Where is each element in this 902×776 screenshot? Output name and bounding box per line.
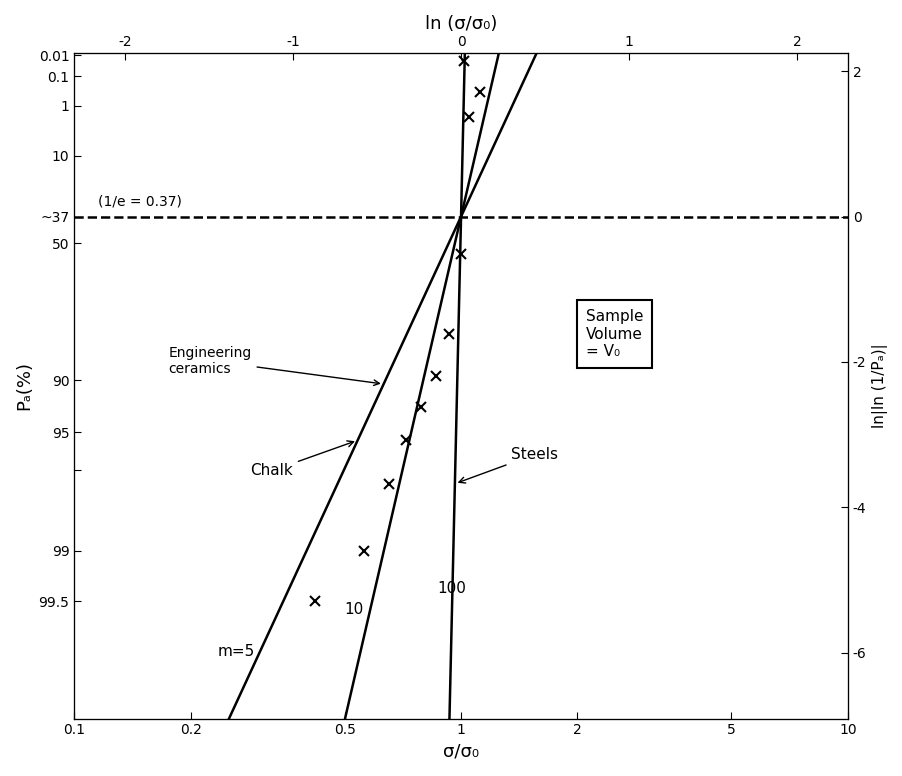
Text: 100: 100 [437,580,466,596]
Text: Chalk: Chalk [250,441,354,478]
X-axis label: σ/σ₀: σ/σ₀ [443,743,479,761]
Y-axis label: ln|ln (1/Pₐ)|: ln|ln (1/Pₐ)| [871,344,887,428]
Text: 10: 10 [345,601,364,617]
X-axis label: ln (σ/σ₀): ln (σ/σ₀) [425,15,497,33]
Text: Engineering
ceramics: Engineering ceramics [168,345,379,386]
Text: Sample
Volume
= V₀: Sample Volume = V₀ [585,309,642,359]
Text: Steels: Steels [458,447,557,483]
Text: (1/e = 0.37): (1/e = 0.37) [97,194,181,208]
Y-axis label: Pₐ(%): Pₐ(%) [15,362,33,411]
Text: m=5: m=5 [217,644,254,660]
